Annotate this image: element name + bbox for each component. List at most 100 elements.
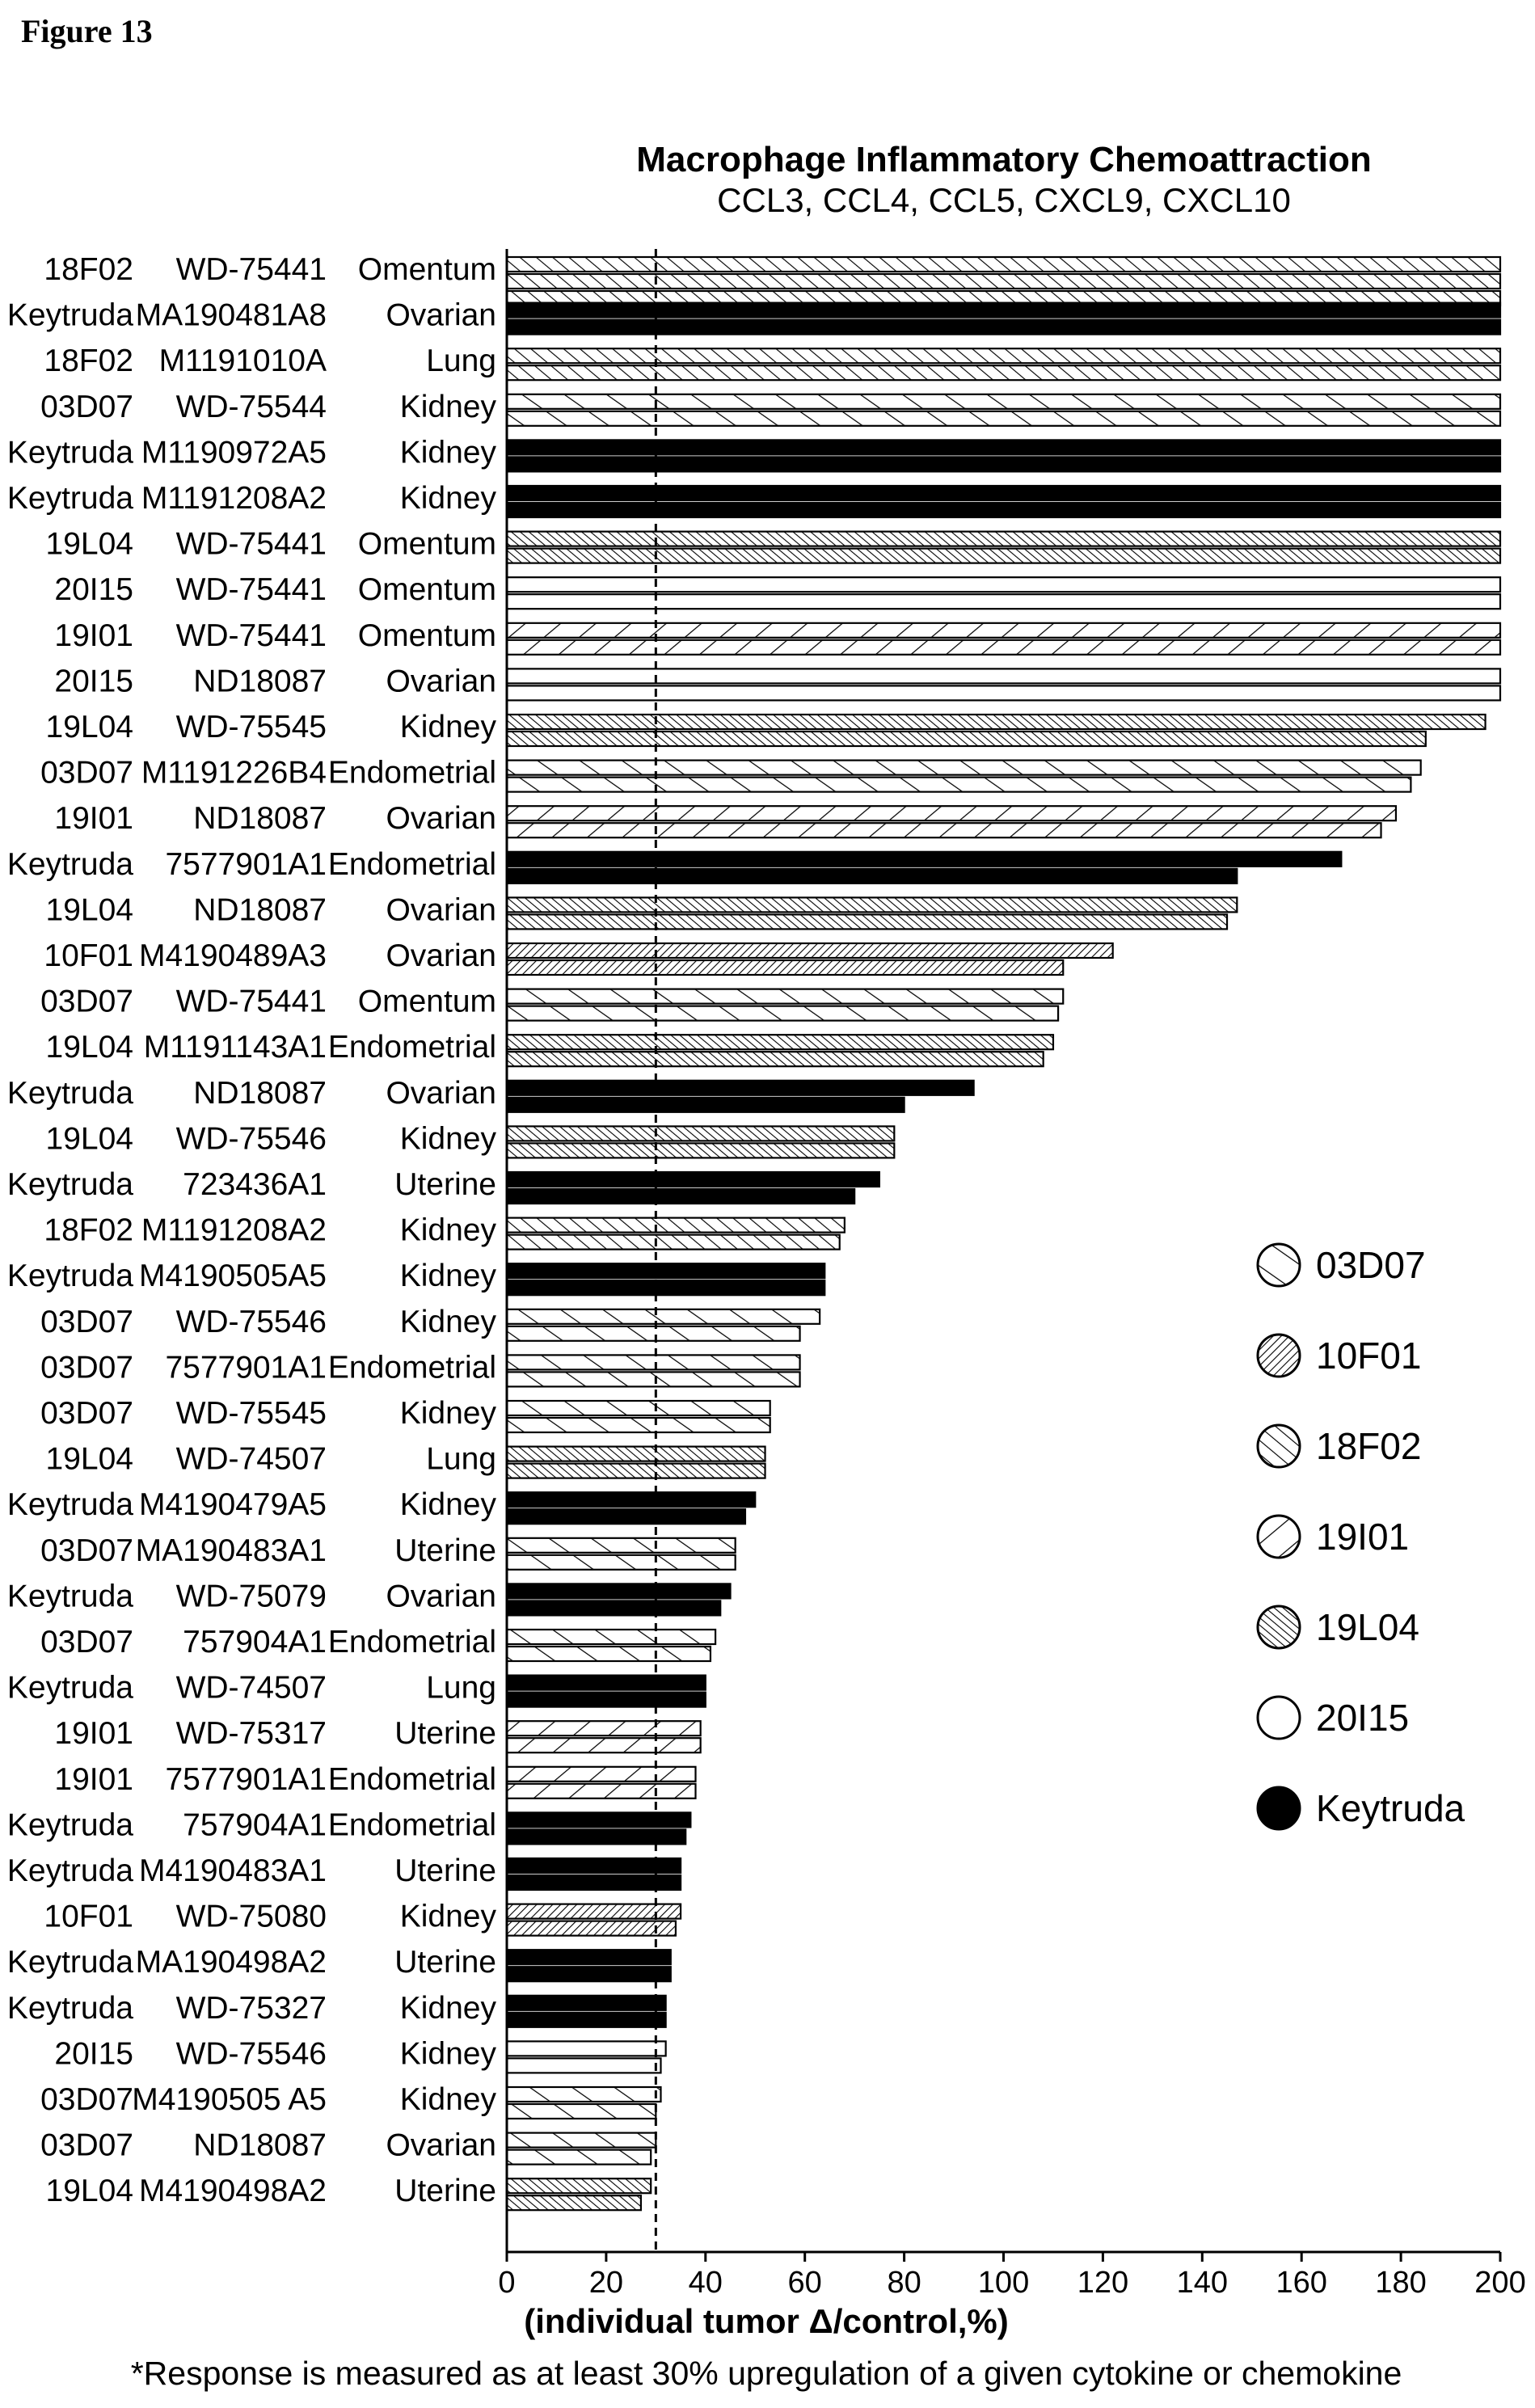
row-treatment-label: 18F02 <box>44 1213 133 1248</box>
bar <box>505 2178 652 2195</box>
row-sample-label: M1190972A5 <box>141 435 327 470</box>
row-tissue-label: Uterine <box>394 1716 496 1751</box>
row-tissue-label: Kidney <box>400 390 497 424</box>
row-sample-label: 7577901A1 <box>165 847 327 882</box>
x-tick-label: 180 <box>1375 2266 1426 2300</box>
row-treatment-label: 03D07 <box>40 2128 133 2163</box>
row-treatment-label: 03D07 <box>40 1350 133 1385</box>
row-treatment-label: Keytruda <box>7 1259 133 1293</box>
bar <box>505 1874 682 1891</box>
legend-label: 10F01 <box>1316 1335 1421 1377</box>
row-sample-label: M1191208A2 <box>141 481 327 516</box>
row-sample-label: ND18087 <box>193 1076 327 1111</box>
row-sample-label: WD-75079 <box>176 1579 327 1613</box>
row-sample-label: MA190483A1 <box>136 1533 327 1568</box>
x-tick-label: 80 <box>887 2266 921 2300</box>
bar <box>505 1217 846 1234</box>
bar <box>505 2040 667 2057</box>
bar <box>505 867 1238 884</box>
row-treatment-label: Keytruda <box>7 1853 133 1888</box>
bar <box>505 1966 672 1983</box>
bar <box>505 1034 1055 1051</box>
row-tissue-label: Endometrial <box>328 1625 496 1659</box>
chart-title: Macrophage Inflammatory Chemoattraction <box>636 140 1372 179</box>
row-treatment-label: 19L04 <box>46 1121 133 1156</box>
bar <box>505 896 1238 913</box>
footnote: *Response is measured as at least 30% up… <box>131 2355 1402 2392</box>
row-sample-label: M1191208A2 <box>141 1213 327 1248</box>
row-sample-label: MA190498A2 <box>136 1945 327 1980</box>
bar <box>505 959 1065 976</box>
bar <box>505 2011 667 2028</box>
legend-label: 18F02 <box>1316 1425 1421 1467</box>
bar <box>505 2057 662 2074</box>
bar <box>505 1765 697 1782</box>
row-treatment-label: 03D07 <box>40 1396 133 1431</box>
bar <box>505 1903 682 1920</box>
bar <box>505 2195 643 2212</box>
row-sample-label: M4190489A3 <box>139 938 327 973</box>
row-sample-label: M4190505 A5 <box>132 2082 327 2117</box>
bar <box>505 1554 736 1571</box>
x-tick-label: 60 <box>788 2266 822 2300</box>
row-treatment-label: Keytruda <box>7 481 133 516</box>
bar <box>505 759 1422 776</box>
row-tissue-label: Kidney <box>400 1487 497 1522</box>
row-treatment-label: Keytruda <box>7 1671 133 1706</box>
bar <box>505 1737 702 1754</box>
row-treatment-label: Keytruda <box>7 847 133 882</box>
legend-label: 20I15 <box>1316 1697 1409 1739</box>
bar <box>505 1096 905 1113</box>
bar <box>505 1645 712 1663</box>
row-treatment-label: 19I01 <box>54 618 133 653</box>
bar <box>505 1508 747 1525</box>
x-tick-label: 100 <box>978 2266 1029 2300</box>
figure-label: Figure 13 <box>21 13 153 49</box>
bar <box>505 1674 706 1691</box>
bar <box>505 1051 1044 1068</box>
bar <box>505 2132 657 2149</box>
row-tissue-label: Ovarian <box>386 1579 496 1613</box>
bar <box>505 1537 736 1554</box>
row-tissue-label: Endometrial <box>328 1030 496 1065</box>
row-tissue-label: Kidney <box>400 1305 497 1339</box>
row-sample-label: WD-75546 <box>176 1121 327 1156</box>
row-sample-label: MA190481A8 <box>136 298 327 333</box>
row-sample-label: M4190479A5 <box>139 1487 327 1522</box>
legend-swatch <box>1256 1333 1301 1378</box>
row-tissue-label: Lung <box>426 1442 496 1477</box>
row-tissue-label: Omentum <box>358 572 496 607</box>
bar <box>505 1994 667 2011</box>
row-tissue-label: Kidney <box>400 1121 497 1156</box>
row-tissue-label: Kidney <box>400 435 497 470</box>
row-tissue-label: Kidney <box>400 2082 497 2117</box>
row-sample-label: WD-75441 <box>176 252 327 287</box>
bar <box>505 2149 652 2166</box>
bar <box>505 1462 766 1479</box>
row-sample-label: WD-75545 <box>176 710 327 744</box>
row-treatment-label: Keytruda <box>7 298 133 333</box>
bar <box>505 1857 682 1875</box>
row-sample-label: 723436A1 <box>183 1167 327 1202</box>
row-treatment-label: Keytruda <box>7 435 133 470</box>
row-tissue-label: Uterine <box>394 1167 496 1202</box>
bar <box>505 1828 687 1845</box>
bar <box>505 1371 801 1388</box>
row-treatment-label: 19I01 <box>54 801 133 836</box>
row-tissue-label: Uterine <box>394 2174 496 2208</box>
row-sample-label: ND18087 <box>193 2128 327 2163</box>
row-treatment-label: 19L04 <box>46 710 133 744</box>
row-tissue-label: Ovarian <box>386 2128 496 2163</box>
row-tissue-label: Kidney <box>400 1991 497 2026</box>
x-tick-label: 160 <box>1276 2266 1326 2300</box>
bar <box>505 1280 826 1297</box>
legend-label: 19I01 <box>1316 1516 1409 1558</box>
row-tissue-label: Omentum <box>358 985 496 1019</box>
bar <box>505 1920 677 1937</box>
bar <box>505 822 1382 839</box>
bar <box>505 1187 856 1205</box>
row-sample-label: M1191143A1 <box>144 1030 327 1065</box>
row-tissue-label: Kidney <box>400 710 497 744</box>
row-tissue-label: Ovarian <box>386 801 496 836</box>
